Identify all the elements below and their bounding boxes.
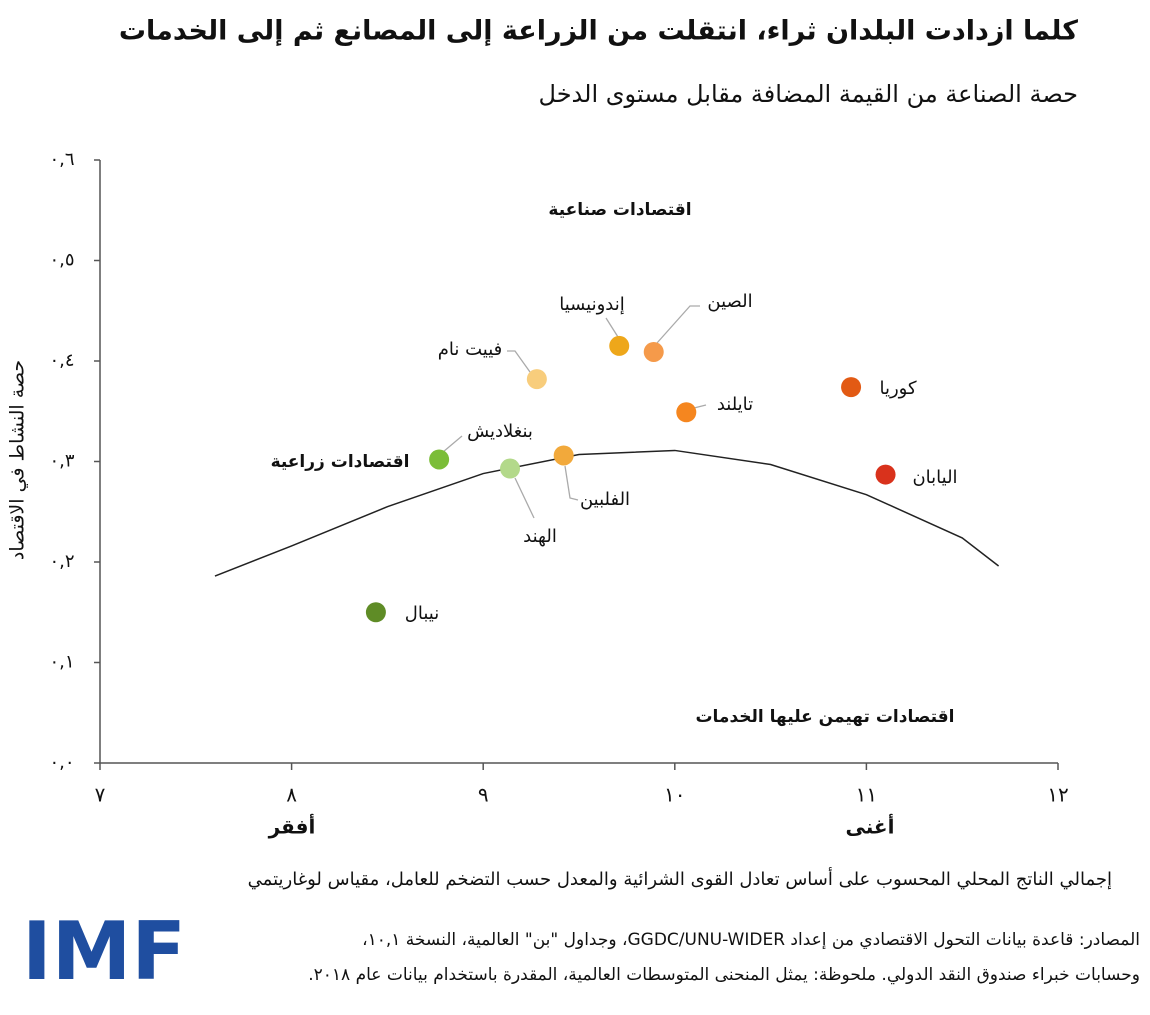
region-annotation: اقتصادات تهيمن عليها الخدمات <box>695 707 954 727</box>
point-label: بنغلاديش <box>467 421 533 442</box>
point-label: نيبال <box>405 603 439 624</box>
x-tick-label: ١١ <box>856 783 877 807</box>
y-tick-label: ٠,٦ <box>49 149 74 170</box>
leader-line <box>693 404 707 409</box>
x-tick-label: ١٠ <box>664 783 685 807</box>
data-point <box>875 464 896 485</box>
data-point <box>553 445 574 466</box>
point-label: الفلبين <box>580 489 630 510</box>
x-axis-label: إجمالي الناتج المحلي المحسوب على أساس تع… <box>248 867 1112 890</box>
x-tick-label: ١٢ <box>1047 783 1068 807</box>
point-label: الهند <box>523 526 557 547</box>
y-tick-label: ٠,٣ <box>49 451 74 472</box>
source-line: المصادر: قاعدة بيانات التحول الاقتصادي م… <box>362 930 1140 950</box>
y-tick-label: ٠,٢ <box>49 551 74 572</box>
trend-curve <box>214 449 1000 577</box>
chart-title: كلما ازدادت البلدان ثراء، انتقلت من الزر… <box>119 16 1078 47</box>
point-label: إندونيسيا <box>559 294 625 315</box>
y-tick-label: ٠,١ <box>49 652 74 673</box>
leader-line <box>605 317 619 338</box>
x-tick-label: ٧ <box>95 783 106 807</box>
leader-line <box>514 477 535 519</box>
data-point <box>365 602 386 623</box>
y-tick-label: ٠,٤ <box>49 350 74 371</box>
data-point <box>609 335 630 356</box>
data-point <box>643 341 664 362</box>
data-point <box>841 377 862 398</box>
source-line: وحسابات خبراء صندوق النقد الدولي. ملحوظة… <box>308 965 1140 985</box>
x-end-label: أفقر <box>268 813 316 839</box>
point-label: كوريا <box>879 378 916 399</box>
y-tick-label: ٠,٠ <box>49 752 74 773</box>
region-annotation: اقتصادات زراعية <box>271 452 410 472</box>
region-annotation: اقتصادات صناعية <box>548 200 691 220</box>
data-point <box>676 402 697 423</box>
y-axis-label: حصة النشاط في الاقتصاد <box>7 360 29 560</box>
leader-line <box>442 435 463 453</box>
point-label: اليابان <box>912 467 957 488</box>
data-point <box>500 458 521 479</box>
chart-subtitle: حصة الصناعة من القيمة المضافة مقابل مستو… <box>539 80 1078 108</box>
point-label: الصين <box>707 291 752 312</box>
x-tick-label: ٨ <box>286 783 297 807</box>
logo: IMF <box>22 905 186 998</box>
point-label: فييت نام <box>438 339 503 360</box>
x-tick-label: ٩ <box>478 783 489 807</box>
data-point <box>526 369 547 390</box>
leader-line <box>656 305 700 344</box>
leader-line <box>564 465 579 501</box>
y-tick-label: ٠,٥ <box>49 250 74 271</box>
x-end-label: أغنى <box>846 813 895 839</box>
data-point <box>429 449 450 470</box>
leader-line <box>507 350 531 373</box>
point-label: تايلند <box>717 394 753 415</box>
